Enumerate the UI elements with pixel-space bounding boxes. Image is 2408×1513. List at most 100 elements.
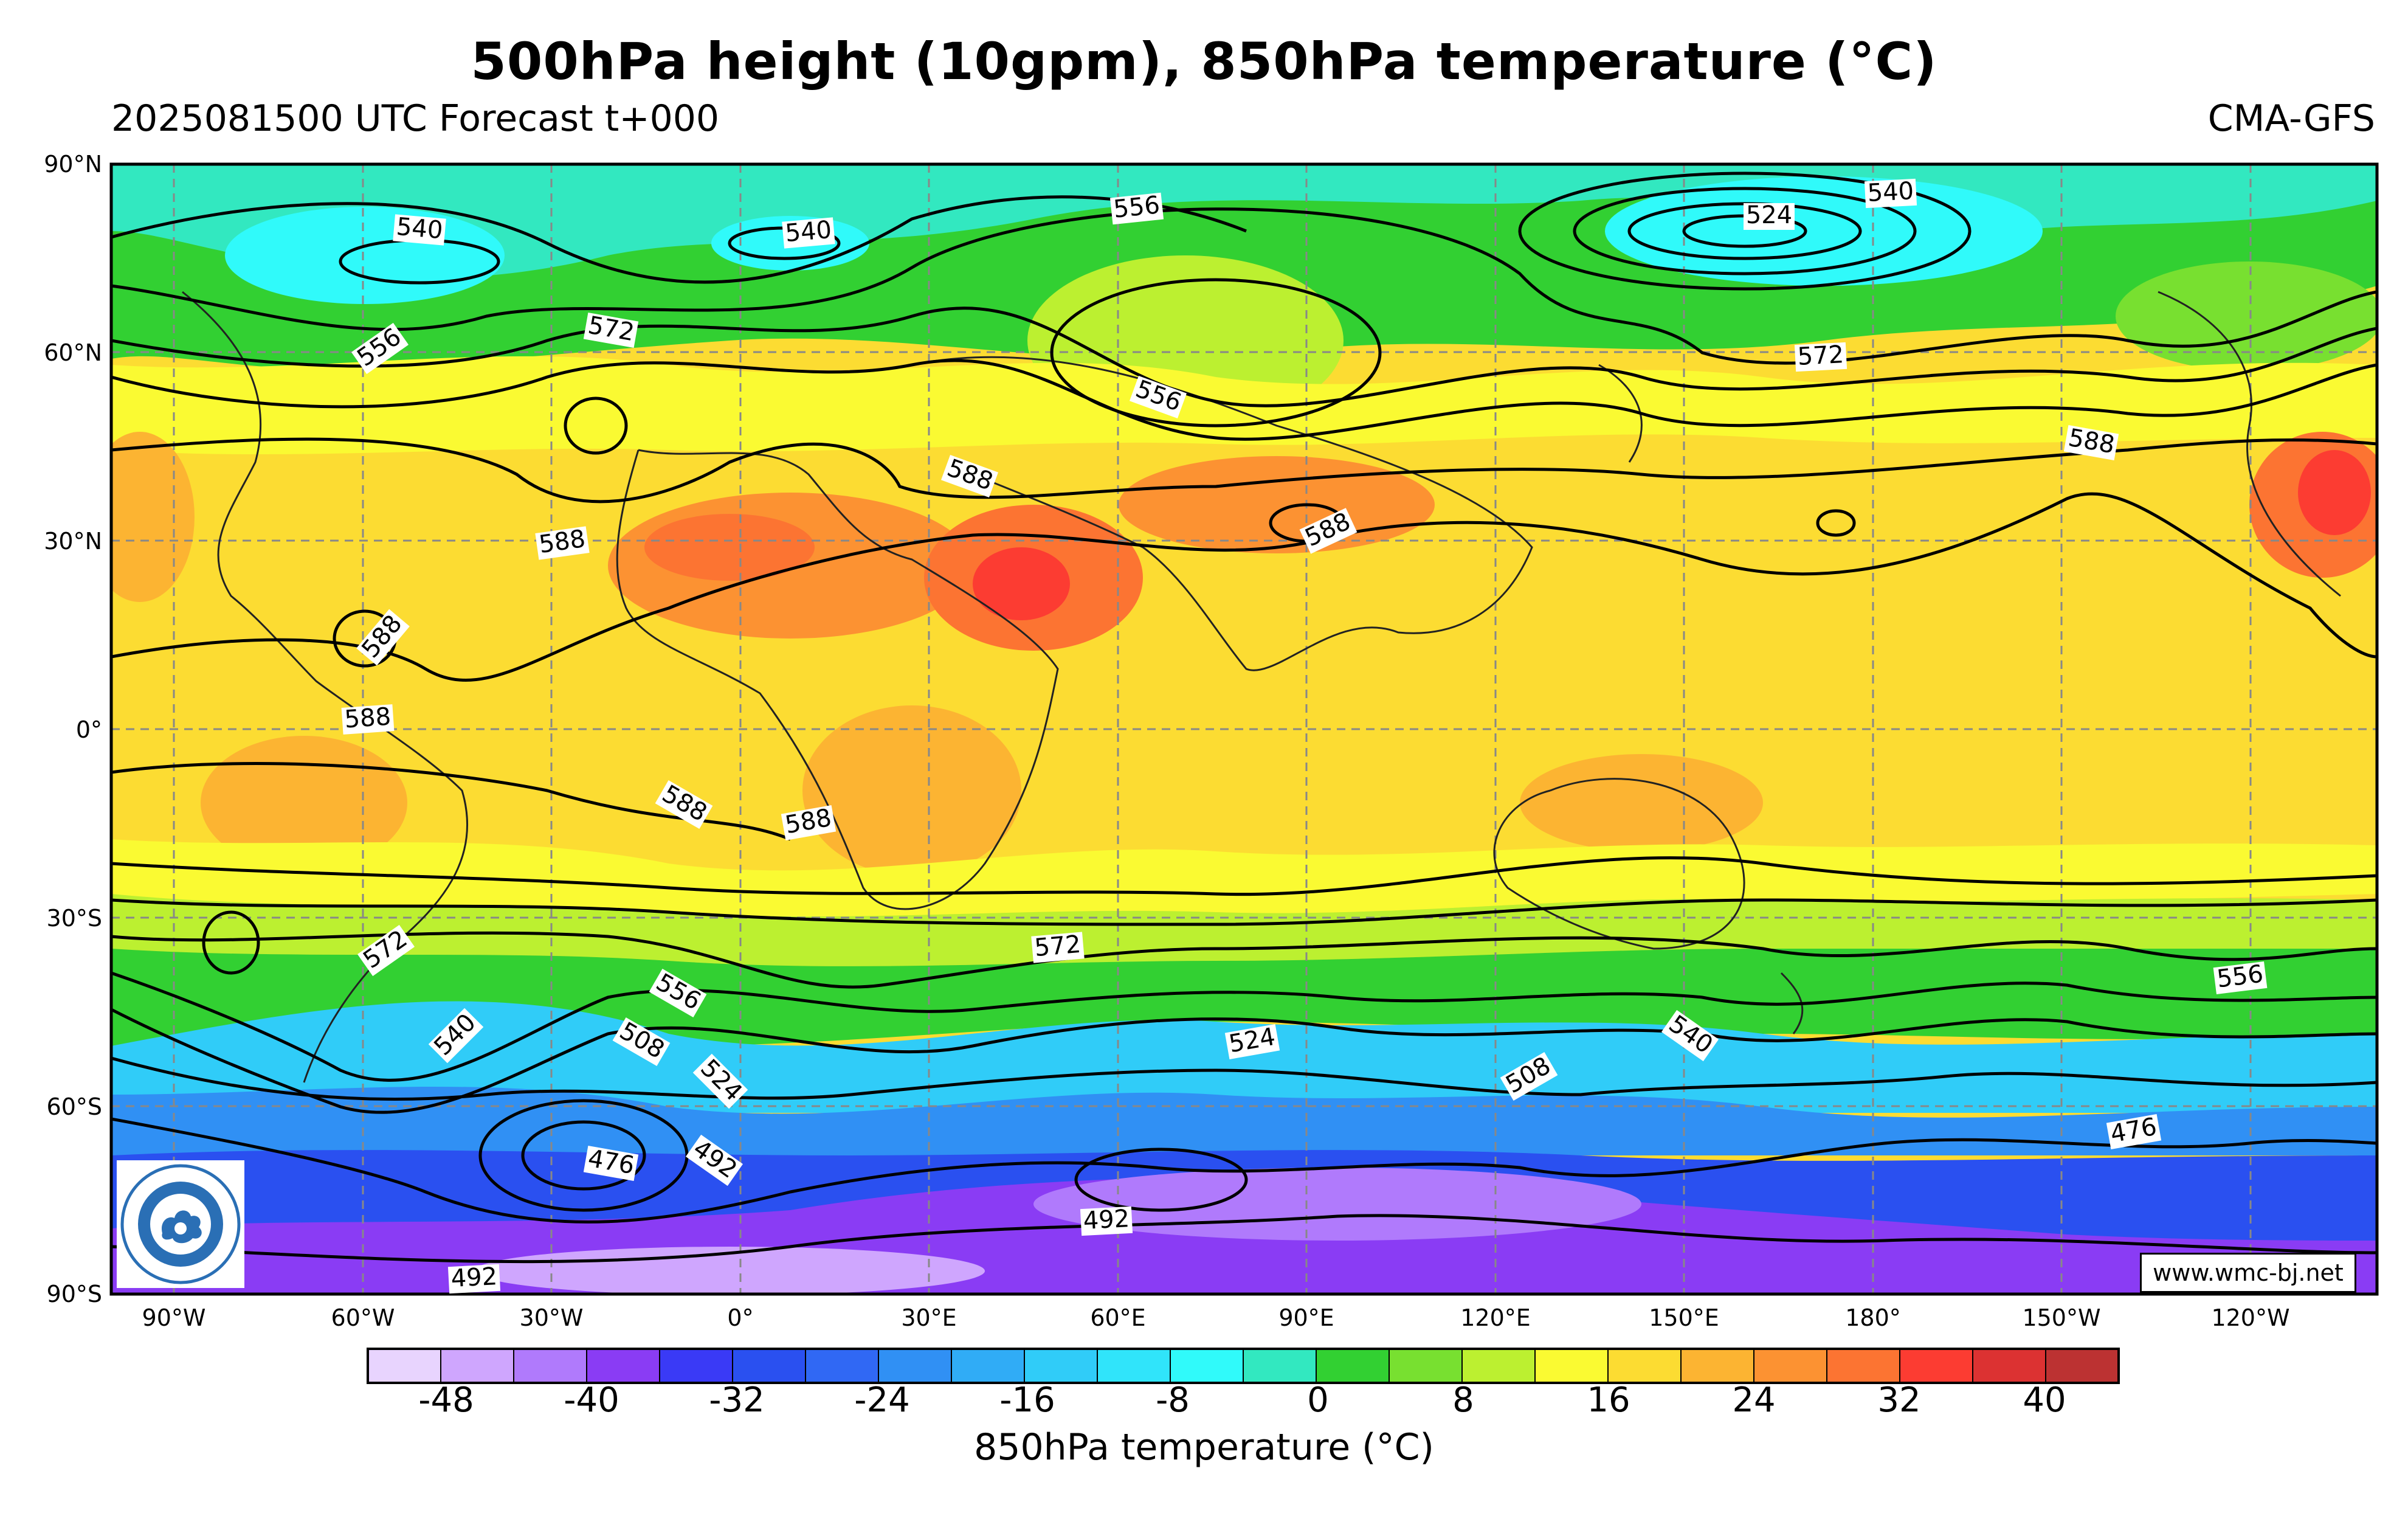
contour-label-bg bbox=[612, 1017, 671, 1067]
contour-label-bg bbox=[1080, 1206, 1133, 1236]
colorbar-tick: 32 bbox=[1877, 1380, 1921, 1420]
colorbar-tick: 0 bbox=[1307, 1380, 1329, 1420]
contour-label-bg bbox=[692, 1053, 748, 1109]
contour-label: 492 bbox=[1083, 1205, 1131, 1235]
graticule bbox=[111, 164, 2377, 1294]
lon-tick-180: 180° bbox=[1845, 1304, 1901, 1331]
contour-label-bg bbox=[781, 805, 837, 840]
contour-label: 588 bbox=[343, 702, 392, 733]
contour-label-bg bbox=[1500, 1051, 1558, 1101]
colorbar-tick: -16 bbox=[999, 1380, 1055, 1420]
colorbar-label: 850hPa temperature (°C) bbox=[974, 1426, 1434, 1469]
colorbar-swatch bbox=[1389, 1348, 1463, 1383]
contour-label: 492 bbox=[450, 1262, 499, 1293]
lat-tick-90s: 90°S bbox=[46, 1281, 102, 1307]
temp-cold-antarctic-core bbox=[474, 1247, 985, 1294]
colorbar-swatch bbox=[951, 1348, 1025, 1383]
colorbar-swatch bbox=[1899, 1348, 1973, 1383]
temp-hot-sahara-core bbox=[644, 514, 815, 581]
contour-label-bg bbox=[583, 1146, 639, 1181]
temp-warm-africa bbox=[802, 705, 1021, 876]
contour-label: 540 bbox=[784, 216, 833, 248]
colorbar-swatch bbox=[2045, 1348, 2119, 1383]
cma-logo-icon bbox=[117, 1160, 244, 1288]
temp-band-sh-green bbox=[111, 949, 2377, 1051]
temp-cold-pool-arctic-2 bbox=[225, 207, 505, 304]
temp-warm-sam bbox=[201, 736, 407, 870]
contour-label-bg bbox=[356, 609, 410, 666]
lat-tick-eq: 0° bbox=[75, 716, 102, 743]
contour-label: 540 bbox=[395, 213, 444, 244]
colorbar-tick: -24 bbox=[854, 1380, 910, 1420]
contour-label-bg bbox=[649, 968, 707, 1018]
colorbar-tick: 40 bbox=[2023, 1380, 2066, 1420]
height-contours bbox=[111, 171, 2377, 1264]
colorbar-swatch bbox=[659, 1348, 733, 1383]
contour-label-bg bbox=[1109, 192, 1164, 225]
temp-band-sh-sub bbox=[111, 839, 2377, 917]
contour-label: 572 bbox=[1797, 341, 1845, 371]
temp-mild-canada bbox=[2116, 261, 2377, 371]
lat-tick-30n: 30°N bbox=[44, 528, 102, 555]
contour-label-bg bbox=[1661, 1009, 1719, 1062]
lon-tick-60e: 60°E bbox=[1090, 1304, 1146, 1331]
colorbar-tick: -8 bbox=[1156, 1380, 1190, 1420]
temp-band-sh-blue bbox=[111, 1086, 2377, 1155]
colorbar-swatch bbox=[732, 1348, 806, 1383]
contour-label-bg bbox=[2106, 1114, 2162, 1149]
model-name: CMA-GFS bbox=[2207, 97, 2375, 140]
lon-tick-120w: 120°W bbox=[2211, 1304, 2290, 1331]
colorbar-swatch bbox=[1607, 1348, 1682, 1383]
colorbar-tick: 16 bbox=[1587, 1380, 1630, 1420]
lat-tick-60n: 60°N bbox=[44, 339, 102, 366]
contour-label-bg bbox=[393, 214, 446, 246]
colorbar-swatch bbox=[1024, 1348, 1098, 1383]
lon-tick-0: 0° bbox=[727, 1304, 754, 1331]
contour-label-bg bbox=[655, 780, 713, 829]
contour-label-bg bbox=[341, 704, 395, 735]
contour-label-bg bbox=[428, 1008, 484, 1064]
colorbar-tick: -40 bbox=[564, 1380, 619, 1420]
colorbar-swatch bbox=[513, 1348, 587, 1383]
colorbar-swatch bbox=[440, 1348, 514, 1383]
contour-label-bg bbox=[1794, 342, 1847, 372]
colorbar-swatch bbox=[1972, 1348, 2046, 1383]
contour-label: 540 bbox=[1867, 177, 1915, 207]
temp-hot-arabia-core bbox=[973, 547, 1070, 620]
contour-label-bg bbox=[2213, 961, 2268, 994]
colorbar-swatch bbox=[1826, 1348, 1900, 1383]
website-label: www.wmc-bj.net bbox=[2140, 1253, 2356, 1293]
contour-label-bg bbox=[1031, 932, 1085, 963]
lon-tick-150w: 150°W bbox=[2022, 1304, 2101, 1331]
contour-label-bg bbox=[782, 217, 835, 249]
forecast-time: 2025081500 UTC Forecast t+000 bbox=[111, 97, 720, 140]
colorbar-tick: -48 bbox=[418, 1380, 474, 1420]
contour-label: 572 bbox=[1033, 930, 1082, 962]
contour-label-bg bbox=[2063, 425, 2119, 460]
lat-tick-30s: 30°S bbox=[46, 905, 102, 932]
contour-label: 588 bbox=[537, 525, 587, 559]
contour-label-bg bbox=[1130, 375, 1187, 419]
lat-tick-60s: 60°S bbox=[46, 1093, 102, 1120]
contour-label: 556 bbox=[1112, 191, 1161, 224]
colorbar-swatch bbox=[805, 1348, 879, 1383]
contour-label-bg bbox=[535, 526, 590, 560]
colorbar-tick: -32 bbox=[709, 1380, 765, 1420]
lon-tick-90e: 90°E bbox=[1278, 1304, 1334, 1331]
contour-label-bg bbox=[1864, 178, 1917, 209]
colorbar-swatch bbox=[1097, 1348, 1171, 1383]
lat-tick-90n: 90°N bbox=[44, 151, 102, 178]
colorbar-swatch bbox=[1170, 1348, 1244, 1383]
map-frame bbox=[109, 162, 2379, 1296]
colorbar bbox=[367, 1348, 2120, 1384]
lon-tick-30e: 30°E bbox=[901, 1304, 957, 1331]
colorbar-swatch bbox=[367, 1348, 441, 1383]
colorbar-swatch bbox=[1243, 1348, 1317, 1383]
contour-label-bg bbox=[583, 313, 639, 348]
colorbar-tick: 8 bbox=[1452, 1380, 1474, 1420]
colorbar-swatch bbox=[1461, 1348, 1536, 1383]
colorbar-tick: 24 bbox=[1732, 1380, 1776, 1420]
temp-hot-mexico bbox=[111, 432, 195, 602]
contour-label-bg bbox=[1224, 1024, 1280, 1059]
